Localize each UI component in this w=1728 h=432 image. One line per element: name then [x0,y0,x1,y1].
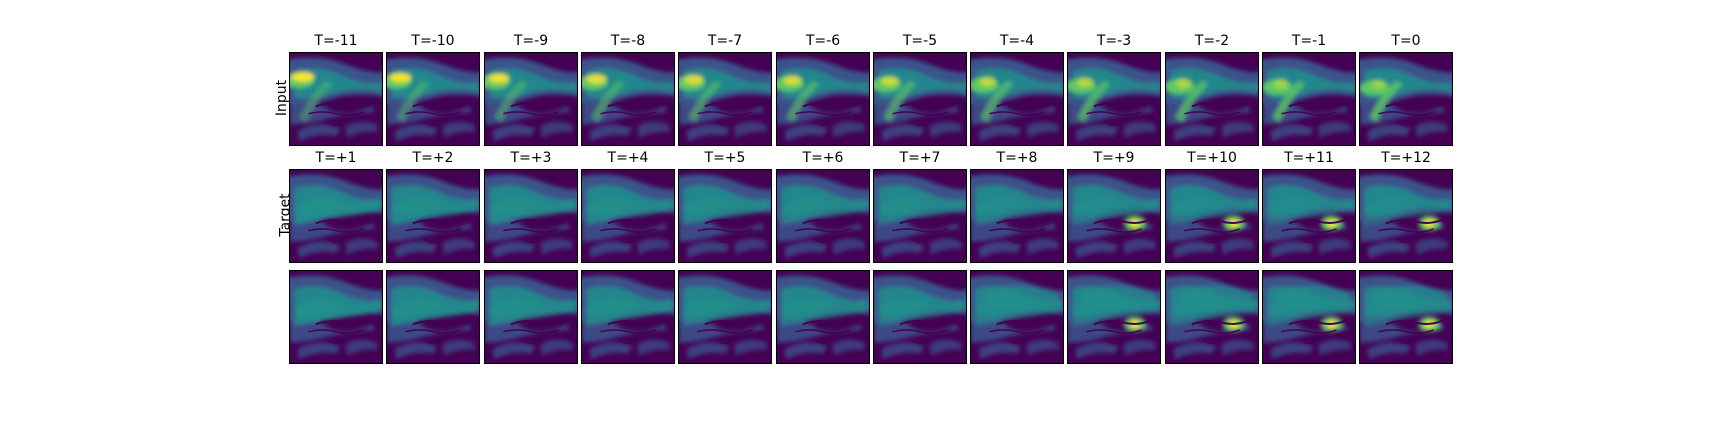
frame-title: T=-5 [902,33,938,49]
input-frame [1359,52,1453,146]
target-frame [776,169,870,263]
predicted-frame [1359,270,1453,364]
frame-title: T=+7 [899,150,941,166]
target-frame [1359,169,1453,263]
input-frame [776,52,870,146]
predicted-frame [1067,270,1161,364]
frame-title: T=-3 [1096,33,1132,49]
frame-title: T=+6 [802,150,844,166]
frame-title: T=-4 [999,33,1035,49]
frame-title: T=+3 [510,150,552,166]
target-frame [873,169,967,263]
target-frame [1067,169,1161,263]
target-frame [484,169,578,263]
frame-title: T=+8 [996,150,1038,166]
input-frame [581,52,675,146]
frame-title: T=+2 [412,150,454,166]
target-frame [289,169,383,263]
frame-title: T=+9 [1093,150,1135,166]
target-frame [1262,169,1356,263]
frame-title: T=-2 [1194,33,1230,49]
input-frame [1067,52,1161,146]
predicted-frame [1165,270,1259,364]
target-frame [970,169,1064,263]
input-frame [1262,52,1356,146]
input-frame [678,52,772,146]
input-frame [289,52,383,146]
target-frame [581,169,675,263]
frame-title: T=-1 [1291,33,1327,49]
frame-title: T=+11 [1284,150,1334,166]
predicted-frame [873,270,967,364]
frame-title: T=-9 [513,33,549,49]
input-frame [970,52,1064,146]
predicted-frame [289,270,383,364]
frame-title: T=+12 [1381,150,1431,166]
target-frame [678,169,772,263]
input-frame [873,52,967,146]
frame-title: T=-8 [610,33,646,49]
frame-title: T=+1 [315,150,357,166]
frame-title: T=-6 [805,33,841,49]
input-frame [484,52,578,146]
predicted-frame [484,270,578,364]
input-frame [386,52,480,146]
frame-title: T=+4 [607,150,649,166]
predicted-frame [581,270,675,364]
frame-title: T=-7 [707,33,743,49]
frame-title: T=+10 [1187,150,1237,166]
frame-title: T=-11 [314,33,358,49]
target-frame [386,169,480,263]
frame-title: T=-10 [411,33,455,49]
predicted-frame [1262,270,1356,364]
input-frame [1165,52,1259,146]
target-frame [1165,169,1259,263]
frame-title: T=0 [1391,33,1421,49]
predicted-frame [678,270,772,364]
predicted-frame [776,270,870,364]
frame-title: T=+5 [704,150,746,166]
predicted-frame [970,270,1064,364]
predicted-frame [386,270,480,364]
row-label-input: Input [274,79,291,117]
